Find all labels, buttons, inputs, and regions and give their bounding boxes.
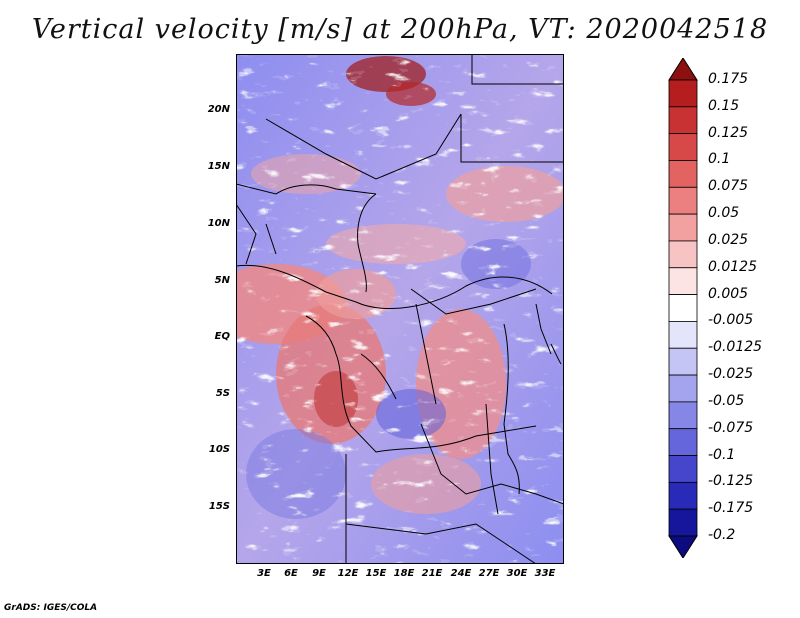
y-tick-label: 20N <box>207 104 230 115</box>
colorbar-top-arrow <box>668 58 698 81</box>
colorbar-tick-label: -0.0125 <box>708 339 763 356</box>
colorbar-bottom-arrow <box>668 535 698 558</box>
grads-credit: GrADS: IGES/COLA <box>4 603 98 613</box>
y-tick-label: 5N <box>214 275 230 286</box>
x-tick-label: 6E <box>284 568 298 579</box>
vertical-velocity-map <box>236 54 564 564</box>
x-tick-label: 12E <box>337 568 359 579</box>
colorbar-tick-label: -0.075 <box>708 419 754 436</box>
colorbar-segment <box>668 428 698 456</box>
colorbar-segment <box>668 455 698 483</box>
colorbar-segment <box>668 374 698 403</box>
colorbar-segment <box>668 294 698 322</box>
x-tick-label: 21E <box>421 568 443 579</box>
colorbar-segment <box>668 213 698 242</box>
colorbar-tick-label: 0.025 <box>708 231 749 248</box>
country-borders <box>236 54 564 564</box>
x-tick-label: 3E <box>257 568 271 579</box>
plot-title: Vertical velocity [m/s] at 200hPa, VT: 2… <box>31 14 769 45</box>
x-tick-label: 30E <box>506 568 528 579</box>
colorbar-segment <box>668 186 698 215</box>
colorbar-tick-label: 0.125 <box>708 124 749 141</box>
y-tick-label: 15N <box>207 161 230 172</box>
colorbar-tick-label: 0.075 <box>708 178 749 195</box>
x-tick-label: 15E <box>365 568 387 579</box>
colorbar-tick-label: 0.175 <box>708 71 749 87</box>
colorbar-segment <box>668 133 698 161</box>
colorbar-tick-label: 0.1 <box>708 151 731 168</box>
x-tick-label: 27E <box>478 568 500 579</box>
x-tick-label: 18E <box>393 568 415 579</box>
x-tick-label: 9E <box>312 568 326 579</box>
x-tick-label: 24E <box>450 568 472 579</box>
colorbar-segment <box>668 106 698 135</box>
colorbar-tick-label: -0.125 <box>708 473 754 490</box>
velocity-field <box>236 54 564 564</box>
colorbar-segment <box>668 508 698 537</box>
map-frame <box>236 54 564 564</box>
colorbar-segment <box>668 347 698 376</box>
colorbar-tick-label: 0.0125 <box>708 258 757 275</box>
colorbar-tick-label: -0.2 <box>708 527 736 543</box>
y-tick-label: 10N <box>207 218 230 229</box>
colorbar-tick-label: 0.05 <box>708 205 740 222</box>
colorbar-tick-label: -0.1 <box>708 446 736 463</box>
colorbar-tick-label: -0.05 <box>708 392 745 409</box>
y-tick-label: EQ <box>214 331 230 342</box>
y-tick-label: 5S <box>215 388 230 399</box>
colorbar-tick-label: -0.175 <box>708 500 754 517</box>
colorbar-tick-label: 0.005 <box>708 285 749 302</box>
colorbar-segment <box>668 79 698 108</box>
colorbar-segment <box>668 240 698 269</box>
colorbar <box>668 58 698 558</box>
colorbar-tick-label: -0.025 <box>708 366 754 383</box>
colorbar-segment <box>668 321 698 349</box>
colorbar-segment <box>668 267 698 295</box>
colorbar-segment <box>668 160 698 188</box>
colorbar-segment <box>668 401 698 430</box>
y-tick-label: 10S <box>208 444 230 455</box>
colorbar-segment <box>668 481 698 510</box>
x-tick-label: 33E <box>534 568 556 579</box>
colorbar-tick-label: -0.005 <box>708 312 754 329</box>
colorbar-tick-label: 0.15 <box>708 97 740 114</box>
y-tick-label: 15S <box>208 501 230 512</box>
